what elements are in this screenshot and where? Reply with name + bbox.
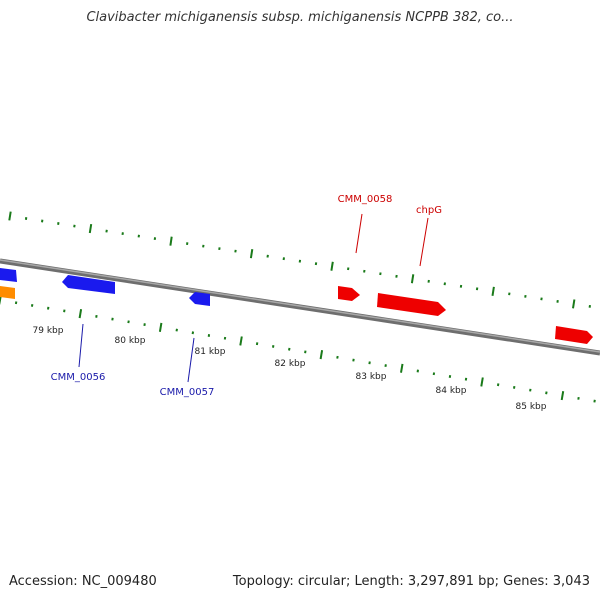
gene-arrow-orange[interactable] — [0, 286, 15, 299]
gene-arrow-right-edge[interactable] — [555, 326, 593, 344]
lower-tick-track — [0, 295, 596, 403]
lower-track-minor-tick — [191, 331, 195, 335]
map-title: Clavibacter michiganensis subsp. michiga… — [86, 10, 514, 25]
leader-line-cmm-0058 — [355, 213, 363, 254]
upper-track-major-tick — [249, 249, 254, 259]
gene-arrow-cmm-0057[interactable] — [189, 292, 210, 306]
leader-line-chpg — [419, 217, 429, 267]
scale-label: 81 kbp — [195, 347, 226, 357]
accession-text: Accession: NC_009480 — [9, 574, 157, 589]
gene-label-cmm-0057[interactable]: CMM_0057 — [160, 387, 215, 398]
scale-label: 83 kbp — [356, 372, 387, 382]
upper-track-major-tick — [572, 299, 576, 309]
scale-label: 84 kbp — [436, 386, 467, 396]
lower-track-minor-tick — [336, 355, 339, 359]
gene-arrow-cmm-0056[interactable] — [62, 275, 115, 294]
lower-track-minor-tick — [30, 304, 34, 307]
upper-track-major-tick — [88, 223, 93, 234]
leader-line-cmm-0056 — [78, 323, 84, 368]
lower-track-major-tick — [319, 350, 324, 360]
lower-track-major-tick — [560, 391, 565, 401]
lower-track-major-tick — [480, 377, 484, 387]
genome-backbone-highlight — [0, 259, 600, 353]
scale-label: 85 kbp — [516, 402, 547, 412]
lower-track-major-tick — [239, 336, 243, 346]
upper-track-major-tick — [410, 274, 415, 284]
upper-track-major-tick — [8, 211, 12, 221]
gene-label-cmm-0056[interactable]: CMM_0056 — [51, 372, 106, 383]
gene-label-cmm-0058[interactable]: CMM_0058 — [338, 194, 393, 205]
lower-track-minor-tick — [384, 364, 387, 367]
lower-track-minor-tick — [448, 375, 452, 378]
upper-track-major-tick — [491, 286, 495, 296]
gene-arrow-chpg[interactable] — [377, 293, 446, 316]
scale-label: 80 kbp — [115, 336, 146, 346]
upper-track-major-tick — [330, 261, 334, 271]
lower-track-minor-tick — [175, 328, 178, 332]
topology-summary: Topology: circular; Length: 3,297,891 bp… — [232, 574, 590, 589]
leader-line-cmm-0057 — [187, 337, 195, 383]
scale-label: 82 kbp — [275, 359, 306, 369]
gene-arrow-cmm-0058[interactable] — [338, 286, 360, 301]
lower-track-major-tick — [400, 363, 404, 373]
upper-tick-track — [8, 211, 591, 309]
lower-track-minor-tick — [127, 320, 130, 324]
upper-track-major-tick — [169, 236, 173, 246]
lower-track-minor-tick — [545, 391, 548, 395]
genome-backbone — [0, 258, 600, 356]
lower-track-minor-tick — [288, 347, 291, 351]
lower-track-minor-tick — [496, 383, 500, 387]
scale-label: 79 kbp — [33, 326, 64, 336]
gene-arrow-left-edge[interactable] — [0, 268, 17, 282]
gene-label-chpg[interactable]: chpG — [416, 205, 442, 216]
lower-track-major-tick — [158, 322, 163, 332]
lower-track-major-tick — [78, 309, 83, 319]
